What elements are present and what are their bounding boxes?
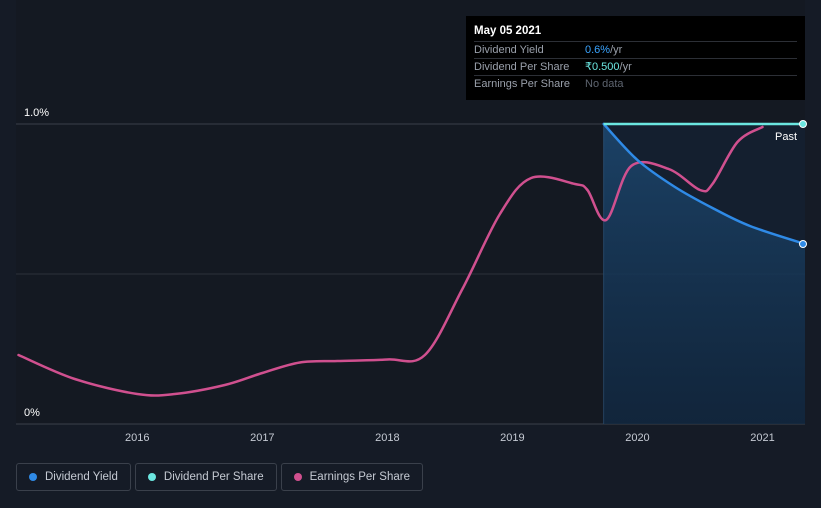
tooltip-label: Dividend Yield bbox=[474, 44, 544, 56]
x-tick-label: 2017 bbox=[250, 432, 274, 444]
y-tick-label: 0% bbox=[24, 407, 40, 419]
dividend-yield-marker bbox=[799, 240, 807, 248]
tooltip-value: No data bbox=[585, 78, 624, 90]
x-tick-label: 2021 bbox=[750, 432, 774, 444]
data-tooltip: May 05 2021 Dividend Yield 0.6% /yr Divi… bbox=[466, 16, 805, 100]
tooltip-value: ₹0.500 bbox=[585, 61, 620, 73]
past-label: Past bbox=[775, 131, 797, 143]
x-tick-label: 2016 bbox=[125, 432, 149, 444]
tooltip-row-dividend-per-share: Dividend Per Share ₹0.500 /yr bbox=[474, 58, 797, 75]
y-tick-label: 1.0% bbox=[24, 107, 49, 119]
chart-legend: Dividend Yield Dividend Per Share Earnin… bbox=[16, 463, 423, 491]
tooltip-date: May 05 2021 bbox=[474, 25, 542, 37]
tooltip-label: Earnings Per Share bbox=[474, 78, 570, 90]
legend-item-dividend-per-share[interactable]: Dividend Per Share bbox=[134, 463, 277, 491]
earnings-per-share-line bbox=[17, 125, 764, 397]
tooltip-label: Dividend Per Share bbox=[474, 61, 570, 73]
dividend-yield-line bbox=[602, 122, 807, 246]
legend-dot-icon bbox=[293, 473, 302, 481]
legend-item-earnings-per-share[interactable]: Earnings Per Share bbox=[280, 463, 423, 491]
legend-label: Dividend Yield bbox=[45, 471, 118, 483]
tooltip-row-dividend-yield: Dividend Yield 0.6% /yr bbox=[474, 41, 797, 58]
tooltip-unit: /yr bbox=[619, 61, 632, 73]
x-tick-label: 2018 bbox=[375, 432, 399, 444]
legend-label: Earnings Per Share bbox=[309, 471, 410, 483]
legend-dot-icon bbox=[29, 473, 37, 481]
legend-label: Dividend Per Share bbox=[163, 471, 264, 483]
tooltip-unit: /yr bbox=[610, 44, 623, 56]
tooltip-row-earnings-per-share: Earnings Per Share No data bbox=[474, 75, 797, 92]
legend-item-dividend-yield[interactable]: Dividend Yield bbox=[16, 463, 131, 491]
legend-dot-icon bbox=[147, 473, 156, 481]
dividend-yield-area bbox=[603, 124, 805, 424]
x-tick-label: 2019 bbox=[500, 432, 524, 444]
tooltip-value: 0.6% bbox=[585, 44, 611, 56]
x-tick-label: 2020 bbox=[625, 432, 649, 444]
dividend-per-share-marker bbox=[799, 120, 807, 128]
